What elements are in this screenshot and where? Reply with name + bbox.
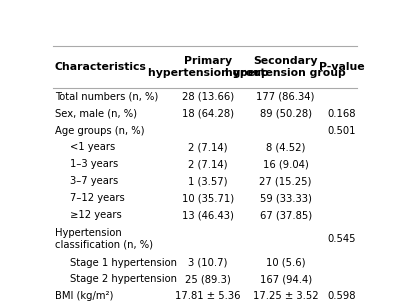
- Text: P-value: P-value: [318, 62, 364, 72]
- Text: Stage 2 hypertension: Stage 2 hypertension: [70, 274, 177, 285]
- Text: <1 years: <1 years: [70, 142, 116, 152]
- Text: 10 (35.71): 10 (35.71): [182, 193, 234, 203]
- Text: 167 (94.4): 167 (94.4): [260, 274, 312, 285]
- Text: 25 (89.3): 25 (89.3): [185, 274, 231, 285]
- Text: 177 (86.34): 177 (86.34): [256, 92, 315, 102]
- Text: 3 (10.7): 3 (10.7): [188, 257, 228, 267]
- Text: 13 (46.43): 13 (46.43): [182, 210, 234, 220]
- Text: Secondary
hypertension group: Secondary hypertension group: [225, 56, 346, 78]
- Text: 0.168: 0.168: [327, 109, 356, 119]
- Text: 0.501: 0.501: [327, 126, 356, 135]
- Text: Sex, male (n, %): Sex, male (n, %): [55, 109, 137, 119]
- Text: Stage 1 hypertension: Stage 1 hypertension: [70, 257, 177, 267]
- Text: 67 (37.85): 67 (37.85): [260, 210, 312, 220]
- Text: Characteristics: Characteristics: [55, 62, 146, 72]
- Text: 27 (15.25): 27 (15.25): [260, 176, 312, 186]
- Text: 1 (3.57): 1 (3.57): [188, 176, 228, 186]
- Text: Age groups (n, %): Age groups (n, %): [55, 126, 144, 135]
- Text: 1–3 years: 1–3 years: [70, 159, 118, 169]
- Text: 2 (7.14): 2 (7.14): [188, 159, 228, 169]
- Text: 0.545: 0.545: [327, 234, 356, 244]
- Text: 28 (13.66): 28 (13.66): [182, 92, 234, 102]
- Text: 17.25 ± 3.52: 17.25 ± 3.52: [253, 291, 318, 301]
- Text: 16 (9.04): 16 (9.04): [263, 159, 308, 169]
- Text: Total numbers (n, %): Total numbers (n, %): [55, 92, 158, 102]
- Text: 3–7 years: 3–7 years: [70, 176, 118, 186]
- Text: 0.598: 0.598: [327, 291, 356, 301]
- Text: 7–12 years: 7–12 years: [70, 193, 125, 203]
- Text: 89 (50.28): 89 (50.28): [260, 109, 312, 119]
- Text: 8 (4.52): 8 (4.52): [266, 142, 305, 152]
- Text: Primary
hypertension group: Primary hypertension group: [148, 56, 268, 78]
- Text: BMI (kg/m²): BMI (kg/m²): [55, 291, 113, 301]
- Text: 10 (5.6): 10 (5.6): [266, 257, 305, 267]
- Text: 59 (33.33): 59 (33.33): [260, 193, 312, 203]
- Text: ≥12 years: ≥12 years: [70, 210, 122, 220]
- Text: Hypertension
classification (n, %): Hypertension classification (n, %): [55, 228, 153, 249]
- Text: 2 (7.14): 2 (7.14): [188, 142, 228, 152]
- Text: 18 (64.28): 18 (64.28): [182, 109, 234, 119]
- Text: 17.81 ± 5.36: 17.81 ± 5.36: [175, 291, 241, 301]
